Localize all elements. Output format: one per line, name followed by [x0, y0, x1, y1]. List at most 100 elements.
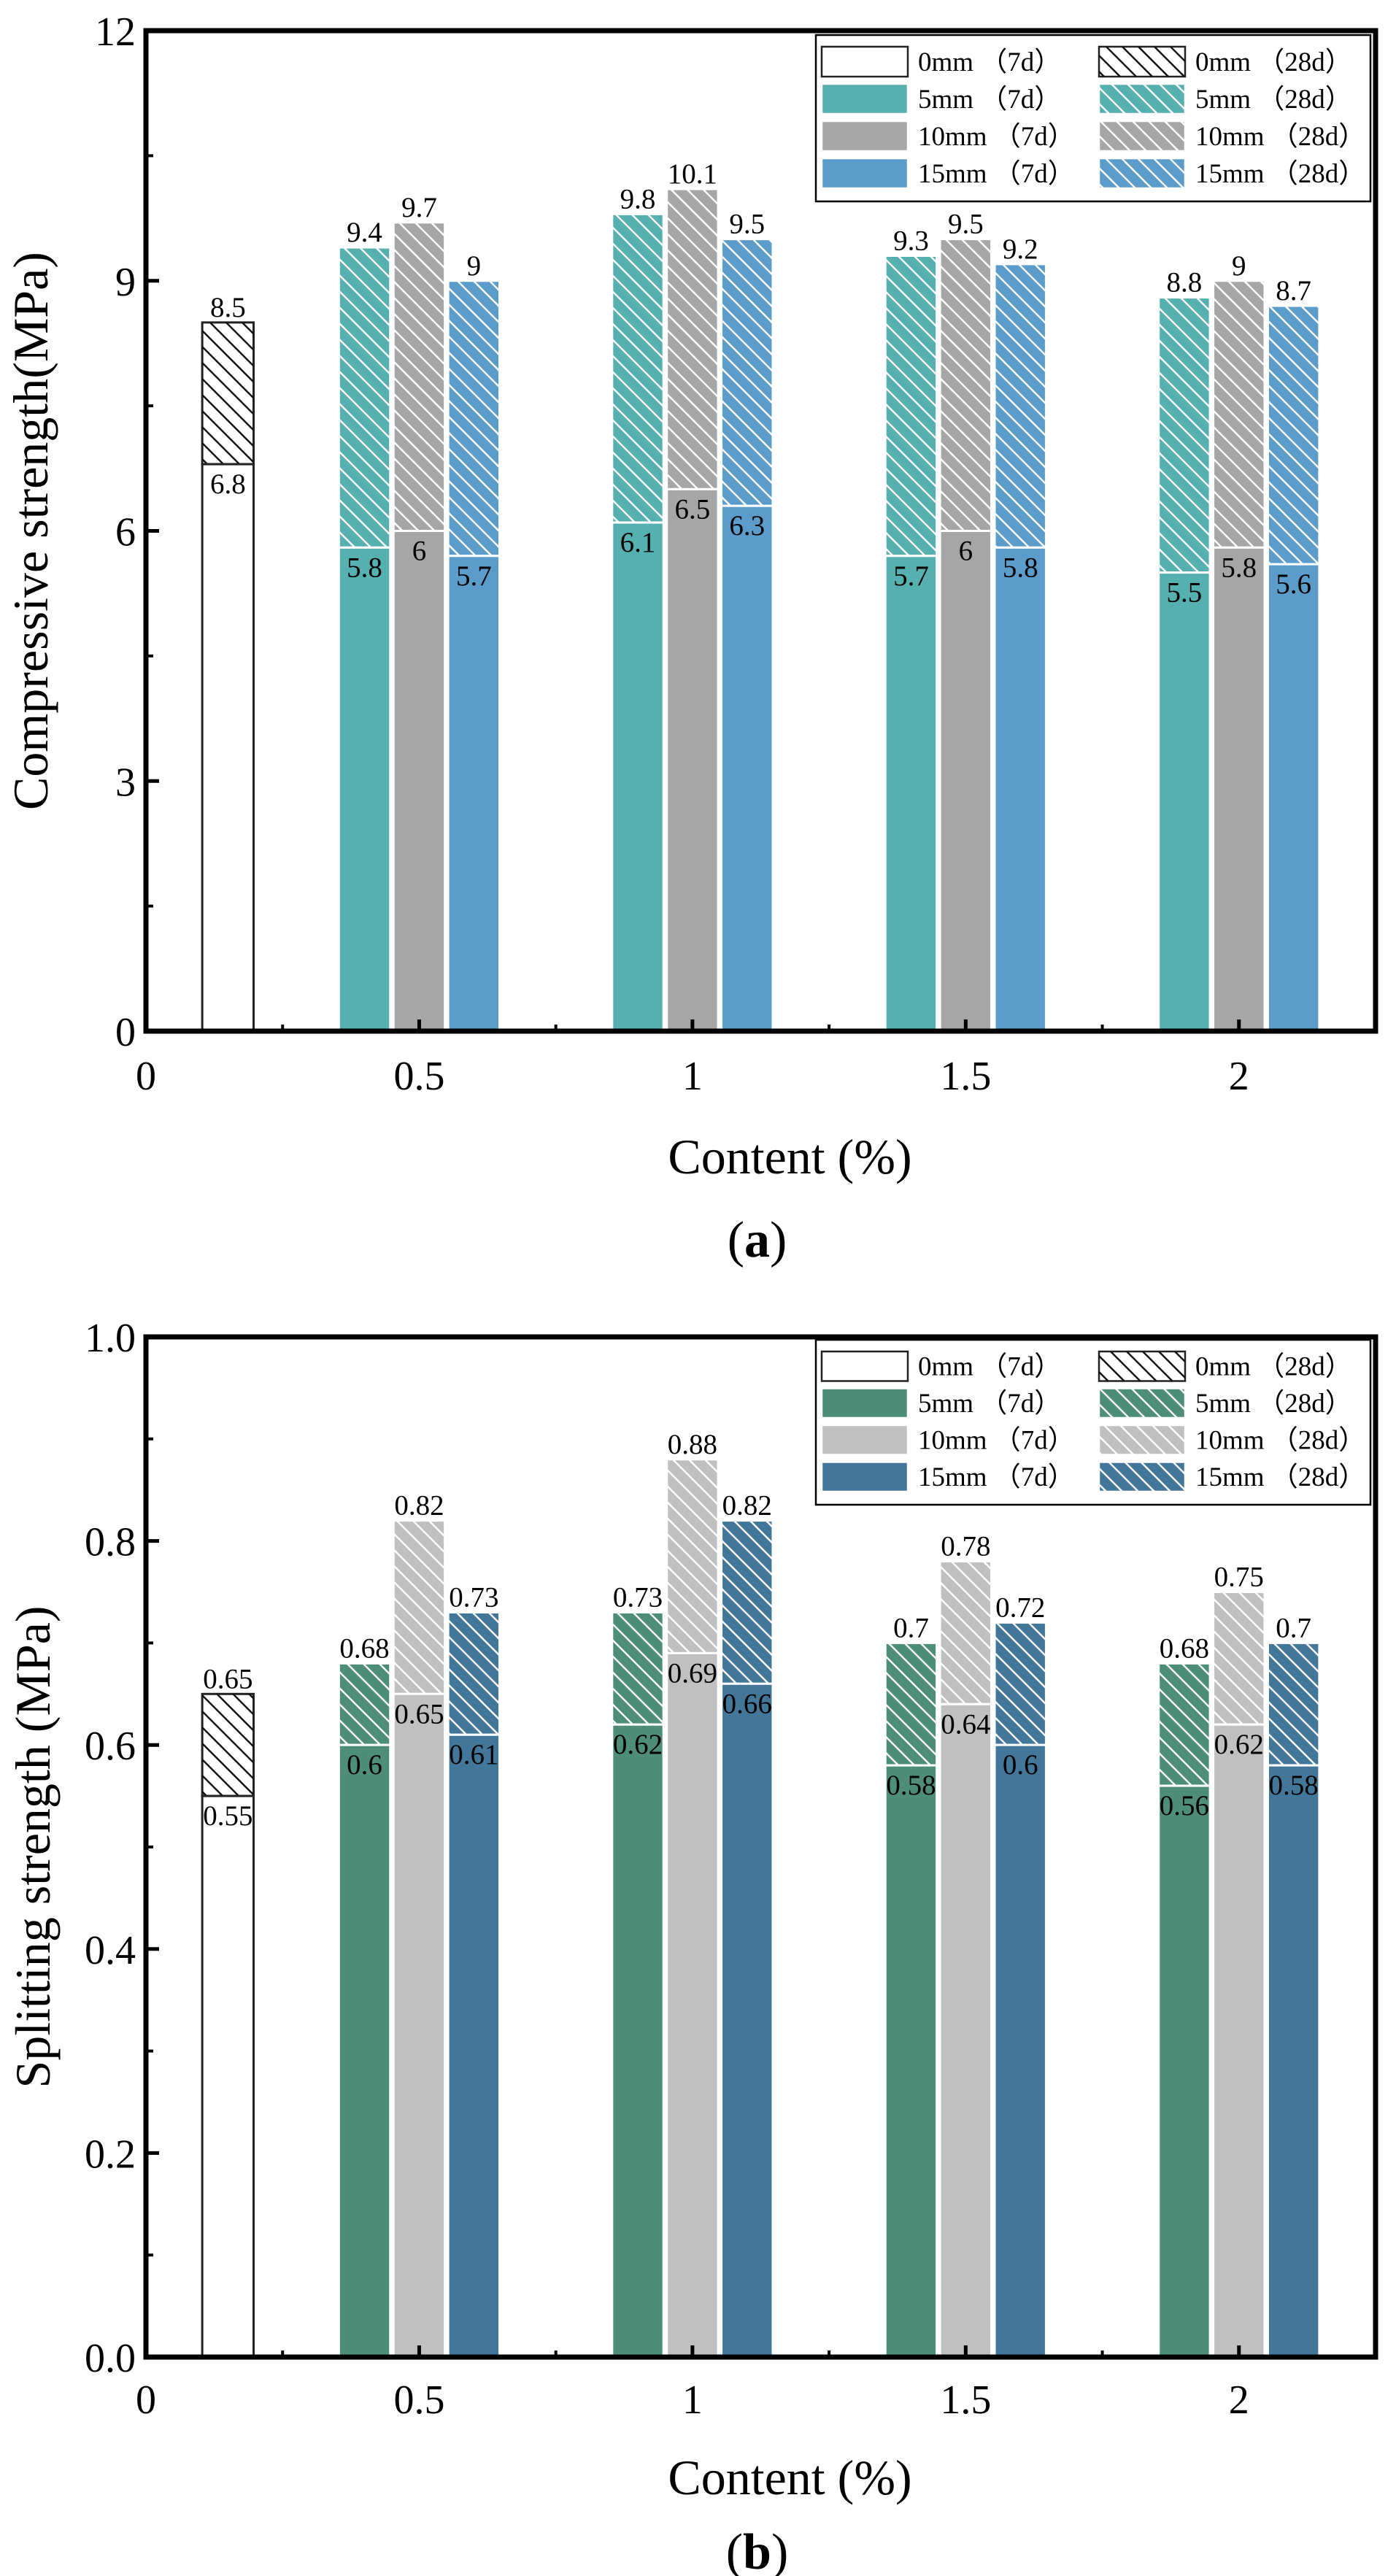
bar-10mm-c2-7d-bar [1212, 546, 1266, 1033]
chart-b: 0.650.550.680.60.730.620.70.580.680.560.… [5, 1316, 1378, 2576]
bar-5mm-c1-7d-bar [611, 521, 665, 1033]
bar-10mm-c1.5-28d-label: 9.5 [948, 209, 984, 240]
bar-5mm-c1-7d-label: 6.1 [620, 527, 656, 558]
bar-5mm-c1-7d-bar [611, 1723, 665, 2359]
bar-10mm-c2-28d-hatch [1213, 280, 1265, 548]
legend-label: 5mm （28d） [1195, 1389, 1352, 1419]
x-tick-label: 2 [1229, 1054, 1249, 1099]
bar-5mm-c1.5-28d-hatch [885, 1643, 937, 1766]
bar-5mm-c0.5-28d-label: 9.4 [347, 217, 382, 248]
y-tick-label: 0.0 [85, 2336, 136, 2381]
y-axis-title: Compressive strength(MPa) [3, 252, 58, 810]
bar-10mm-c1-28d-label: 10.1 [668, 158, 717, 190]
legend-label: 0mm （7d） [918, 47, 1061, 77]
bar-15mm-c1-28d-hatch [721, 239, 773, 506]
bar-5mm-c2-28d-hatch [1158, 297, 1211, 573]
bar-15mm-c0.5-28d-hatch [448, 280, 500, 556]
bar-5mm-c1.5-7d-label: 5.7 [893, 560, 929, 592]
bar-10mm-c0.5-28d-label: 9.7 [401, 192, 437, 223]
panel-label: (b) [726, 2524, 789, 2576]
bar-10mm-c0.5-28d-hatch [393, 222, 445, 531]
bar-5mm-c0.5-28d-hatch [339, 1663, 390, 1746]
bar-10mm-c1.5-7d-bar [938, 530, 993, 1033]
legend-swatch [820, 157, 909, 190]
legend-swatch-hatch [1099, 1462, 1185, 1492]
legend-label: 5mm （7d） [918, 1389, 1061, 1419]
bar-0mm-28d-hatch [202, 1694, 254, 1797]
bar-10mm-c2-7d-label: 5.8 [1221, 552, 1257, 583]
bar-10mm-c1-28d-hatch [666, 189, 719, 490]
x-tick-label: 1 [682, 2378, 703, 2423]
bar-5mm-c0.5-7d-label: 0.6 [347, 1749, 382, 1781]
bar-5mm-c2-7d-bar [1157, 571, 1211, 1033]
bar-5mm-c1.5-7d-bar [884, 1764, 938, 2359]
x-tick-label: 1.5 [940, 1054, 991, 1099]
bar-15mm-c1.5-28d-label: 9.2 [1003, 234, 1038, 265]
bar-5mm-c1.5-28d-hatch [885, 255, 937, 556]
bar-15mm-c0.5-7d-label: 0.61 [449, 1739, 498, 1770]
bar-10mm-c0.5-7d-bar [392, 1692, 447, 2359]
bar-15mm-c2-7d-bar [1266, 563, 1321, 1033]
chart-a: 8.5 6.8 9.4 5.8 9.8 6.1 9.3 5.7 8.8 5.5 9.7 6 10.1 6.… [3, 9, 1378, 1268]
bar-15mm-c1-7d-label: 0.66 [722, 1688, 772, 1719]
bar-15mm-c0.5-7d-bar [447, 1733, 501, 2359]
bar-10mm-c2-7d-label: 0.62 [1214, 1729, 1264, 1760]
bar-15mm-c2-28d-hatch [1268, 1643, 1319, 1766]
bar-10mm-c1-28d-hatch [666, 1459, 719, 1654]
bar-10mm-c1-7d-label: 0.69 [668, 1657, 717, 1689]
bar-10mm-c1.5-28d-label: 0.78 [941, 1531, 990, 1562]
x-tick-label: 2 [1229, 2378, 1249, 2423]
legend-swatch-hatch [1099, 1351, 1185, 1381]
x-tick-label: 0.5 [393, 1054, 444, 1099]
bar-0mm-28d-hatch [202, 322, 254, 465]
bar-5mm-c1-7d-label: 0.62 [613, 1729, 663, 1760]
bar-10mm-c0.5-7d-label: 6 [412, 536, 427, 567]
bar-5mm-c2-28d-label: 0.68 [1160, 1632, 1209, 1664]
bar-10mm-c2-28d-label: 9 [1232, 250, 1246, 282]
bar-0mm-7d-bar [201, 1794, 255, 2359]
bar-15mm-c1.5-7d-label: 5.8 [1003, 552, 1038, 583]
x-tick-label: 1.5 [940, 2378, 991, 2423]
bar-15mm-c0.5-28d-label: 0.73 [449, 1581, 498, 1613]
bar-0mm-7d-bar [201, 463, 255, 1033]
bar-15mm-c0.5-28d-hatch [448, 1612, 500, 1735]
bar-15mm-c1-28d-label: 0.82 [722, 1490, 772, 1522]
legend-label: 0mm （28d） [1195, 1352, 1352, 1382]
x-axis-title: Content (%) [668, 2450, 911, 2505]
panel-letter: b [743, 2524, 771, 2576]
legend-swatch [820, 45, 909, 78]
bar-15mm-c2-7d-bar [1266, 1764, 1321, 2359]
bar-15mm-c2-28d-label: 8.7 [1276, 275, 1311, 306]
bar-15mm-c1.5-28d-hatch [995, 1622, 1046, 1746]
bar-5mm-c1-28d-hatch [612, 1612, 664, 1725]
legend-label: 10mm （7d） [918, 122, 1075, 152]
bar-5mm-c1-28d-label: 9.8 [620, 183, 656, 215]
x-tick-label: 0.5 [393, 2378, 444, 2423]
bar-5mm-c2-7d-label: 0.56 [1160, 1790, 1209, 1821]
legend-swatch-hatch [1099, 158, 1185, 188]
legend-label: 10mm （7d） [918, 1426, 1075, 1456]
x-tick-label: 0 [136, 1054, 156, 1099]
bar-10mm-c2-28d-hatch [1213, 1592, 1265, 1725]
bar-15mm-c1.5-28d-label: 0.72 [995, 1592, 1045, 1623]
bar-5mm-c0.5-28d-label: 0.68 [339, 1632, 389, 1664]
y-tick-label: 0.4 [85, 1928, 136, 1973]
bar-15mm-c1-28d-hatch [721, 1520, 773, 1684]
legend-swatch [820, 120, 909, 153]
bar-10mm-c2-7d-bar [1212, 1723, 1266, 2359]
bar-5mm-c1.5-28d-label: 0.7 [893, 1612, 929, 1643]
bar-0mm-7d-label: 0.55 [203, 1800, 252, 1832]
bar-5mm-c1-28d-hatch [612, 214, 664, 523]
y-tick-label: 0.2 [85, 2132, 136, 2177]
y-tick-label: 0.6 [85, 1724, 136, 1769]
bar-0mm-7d-label: 6.8 [210, 468, 246, 500]
x-tick-label: 0 [136, 2378, 156, 2423]
legend-label: 10mm （28d） [1195, 122, 1365, 152]
bar-15mm-c2-7d-label: 0.58 [1269, 1770, 1319, 1801]
legend-swatch-hatch [1099, 47, 1185, 77]
bar-10mm-c1.5-28d-hatch [940, 1561, 992, 1705]
bar-5mm-c2-28d-hatch [1158, 1663, 1211, 1786]
bar-5mm-c0.5-7d-label: 5.8 [347, 552, 382, 583]
bar-15mm-c1.5-28d-hatch [995, 263, 1046, 548]
